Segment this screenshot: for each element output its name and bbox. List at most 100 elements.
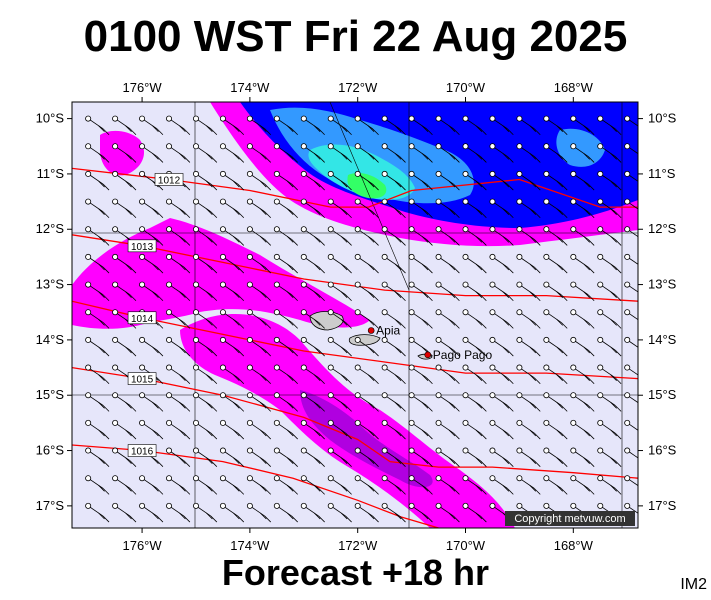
barb-station (273, 170, 280, 177)
barb-feather (264, 377, 272, 385)
barb-feather (421, 208, 429, 215)
barb-station (570, 198, 577, 205)
barb-feather (183, 377, 191, 385)
barb-staff (494, 341, 508, 351)
barb-feather (587, 488, 595, 495)
barb-station (327, 143, 334, 150)
barb-staff (467, 285, 481, 296)
barb-station (570, 115, 577, 122)
barb-staff (305, 147, 319, 157)
barb-station (597, 475, 604, 482)
barb-feather (394, 208, 402, 215)
barb-feather (318, 128, 325, 136)
barb-feather (529, 429, 537, 437)
barb-staff (575, 451, 589, 462)
barb-staff (197, 341, 212, 351)
barb-feather (237, 349, 245, 357)
barb-feather (502, 429, 510, 437)
barb-feather (610, 429, 617, 437)
barb-feather (533, 239, 541, 246)
barb-station (624, 392, 631, 399)
barb-station (516, 502, 523, 509)
barb-feather (610, 374, 617, 381)
barb-feather (233, 236, 240, 243)
barb-feather (480, 322, 487, 329)
barb-feather (318, 349, 325, 357)
barb-feather (556, 374, 564, 381)
barb-staff (117, 230, 131, 240)
barb-station (354, 170, 361, 177)
barb-station (597, 143, 604, 150)
barb-station (381, 336, 388, 343)
barb-staff (494, 285, 508, 296)
barb-feather (340, 429, 348, 437)
barb-feather (587, 349, 595, 357)
barb-station (489, 143, 496, 150)
barb-staff (440, 258, 454, 268)
barb-staff (197, 258, 212, 268)
barb-station (166, 143, 173, 150)
barb-staff (117, 451, 131, 462)
barb-feather (291, 488, 298, 495)
barb-feather (453, 460, 460, 467)
barb-feather (260, 512, 267, 520)
barb-staff (602, 396, 616, 406)
isobar-label-box (127, 444, 157, 457)
barb-station (543, 447, 550, 454)
lat-label-right: 11°S (648, 166, 676, 181)
barb-feather (560, 488, 568, 495)
barb-feather (183, 294, 191, 302)
barb-feather (399, 460, 406, 467)
barb-feather (340, 346, 348, 354)
barb-feather (291, 211, 298, 219)
lat-label-right: 16°S (648, 443, 677, 458)
barb-feather (529, 319, 537, 326)
barb-staff (629, 147, 638, 155)
barb-feather (533, 156, 541, 163)
barb-feather (129, 294, 137, 302)
barb-staff (197, 424, 212, 434)
barb-feather (233, 208, 240, 215)
barb-station (624, 447, 631, 454)
barb-feather (291, 322, 298, 329)
barb-staff (440, 396, 454, 406)
barb-feather (345, 349, 352, 357)
barb-feather (367, 180, 375, 188)
barb-station (300, 392, 307, 399)
barb-feather (206, 485, 213, 492)
barb-feather (102, 183, 110, 191)
barb-feather (367, 346, 375, 354)
barb-feather (129, 349, 137, 357)
barb-feather (183, 239, 191, 246)
barb-feather (233, 346, 240, 354)
barb-staff (629, 424, 638, 431)
barb-feather (98, 291, 105, 298)
barb-staff (494, 175, 508, 185)
barb-feather (286, 236, 294, 243)
barb-feather (179, 208, 186, 215)
barb-feather (291, 460, 298, 467)
barb-staff (413, 119, 427, 130)
barb-feather (372, 460, 379, 467)
barb-station (166, 115, 173, 122)
barb-feather (260, 153, 267, 160)
barb-feather (318, 294, 325, 302)
barb-feather (129, 266, 137, 274)
barb-feather (637, 236, 638, 238)
barb-station (219, 309, 226, 316)
barb-staff (413, 202, 427, 213)
barb-feather (233, 374, 240, 381)
barb-station (516, 419, 523, 426)
barb-staff (197, 230, 212, 240)
barb-station (570, 447, 577, 454)
barb-staff (548, 368, 562, 379)
barb-station (139, 253, 146, 260)
barb-station (300, 226, 307, 233)
barb-feather (587, 128, 595, 136)
barb-staff (90, 147, 104, 157)
barb-station (381, 502, 388, 509)
barb-station (273, 253, 280, 260)
barb-station (300, 198, 307, 205)
barb-feather (345, 183, 352, 191)
barb-feather (453, 294, 460, 302)
